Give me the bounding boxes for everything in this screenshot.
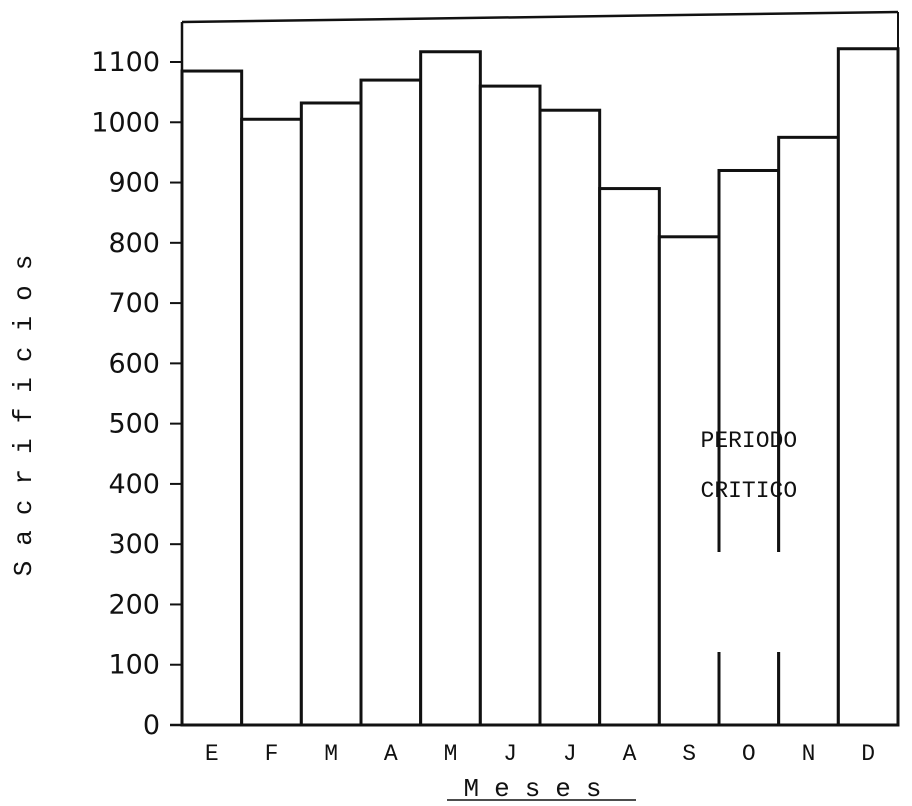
y-tick-label: 800 [108, 228, 160, 259]
y-tick-label: 100 [108, 650, 160, 681]
x-tick-label: F [265, 741, 279, 767]
bar-a-4 [359, 78, 423, 727]
bar-a-8 [598, 187, 661, 727]
x-tick-label: D [861, 741, 875, 767]
y-tick-label: 200 [108, 589, 160, 620]
y-tick-label: 300 [108, 529, 160, 560]
x-tick-label: A [384, 741, 398, 767]
x-tick-label: N [802, 741, 816, 767]
x-tick-label: J [503, 741, 517, 767]
annotation-backdrop [661, 552, 837, 652]
y-tick-label: 900 [108, 168, 160, 199]
x-tick-label: J [563, 741, 577, 767]
y-tick-label: 700 [108, 288, 160, 319]
x-tick-label: A [623, 741, 637, 767]
annotation-line-2: CRITICO [701, 478, 798, 504]
x-axis-title: Meses [463, 774, 616, 804]
plot-frame-top [181, 10, 899, 24]
y-tick-label: 1000 [91, 107, 160, 138]
y-axis-title: Sacrificios [9, 240, 39, 577]
y-tick-label: 0 [143, 710, 160, 741]
x-tick-label: M [444, 741, 458, 767]
bar-m-3 [299, 101, 363, 727]
y-tick-label: 400 [108, 469, 160, 500]
x-tick-label: M [324, 741, 338, 767]
x-tick-label: E [205, 741, 219, 767]
bar-j-6 [478, 84, 542, 727]
bar-j-7 [538, 108, 602, 727]
x-tick-label: S [682, 741, 696, 767]
bar-f-2 [240, 117, 303, 727]
y-tick-label: 500 [108, 409, 160, 440]
bar-d-12 [836, 47, 900, 727]
annotation-line-1: PERIODO [701, 428, 798, 454]
x-tick-label: O [742, 741, 756, 767]
bar-e-1 [180, 69, 244, 727]
y-tick-label: 600 [108, 348, 160, 379]
bar-m-5 [419, 50, 482, 727]
y-tick-label: 1100 [91, 47, 160, 78]
